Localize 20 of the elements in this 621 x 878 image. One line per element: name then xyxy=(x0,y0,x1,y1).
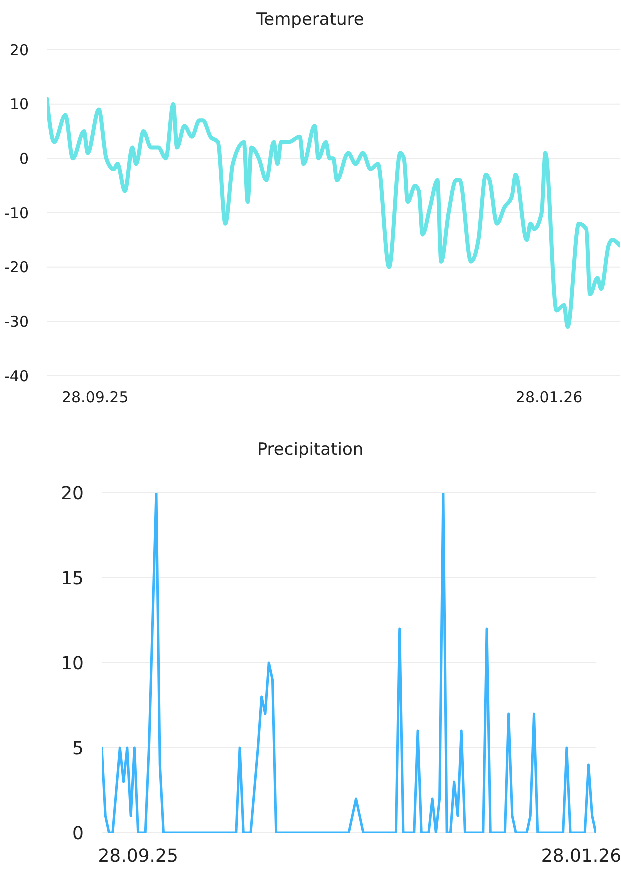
chart-title: Precipitation xyxy=(256,440,365,460)
y-tick-label: -20 xyxy=(4,258,29,277)
y-tick-label: -10 xyxy=(4,204,29,222)
y-tick-label: -40 xyxy=(4,367,29,386)
y-tick-label: 20 xyxy=(10,41,29,60)
y-tick-label: 10 xyxy=(10,96,29,114)
y-tick-label: 5 xyxy=(72,738,84,760)
y-tick-label: 20 xyxy=(61,483,84,504)
x-tick-label: 28.09.25 xyxy=(62,388,129,407)
x-tick-label: 28.01.26 xyxy=(541,846,621,867)
y-tick-label: 10 xyxy=(61,653,84,674)
x-tick-label: 28.09.25 xyxy=(98,846,178,867)
x-tick-label: 28.01.26 xyxy=(516,388,583,407)
line-series xyxy=(47,96,620,330)
chart-title: Temperature xyxy=(256,10,366,30)
line-series xyxy=(102,493,596,833)
y-tick-label: 0 xyxy=(19,150,29,168)
y-tick-label: 0 xyxy=(72,823,84,844)
y-tick-label: -30 xyxy=(4,312,29,331)
y-tick-label: 15 xyxy=(61,568,84,590)
